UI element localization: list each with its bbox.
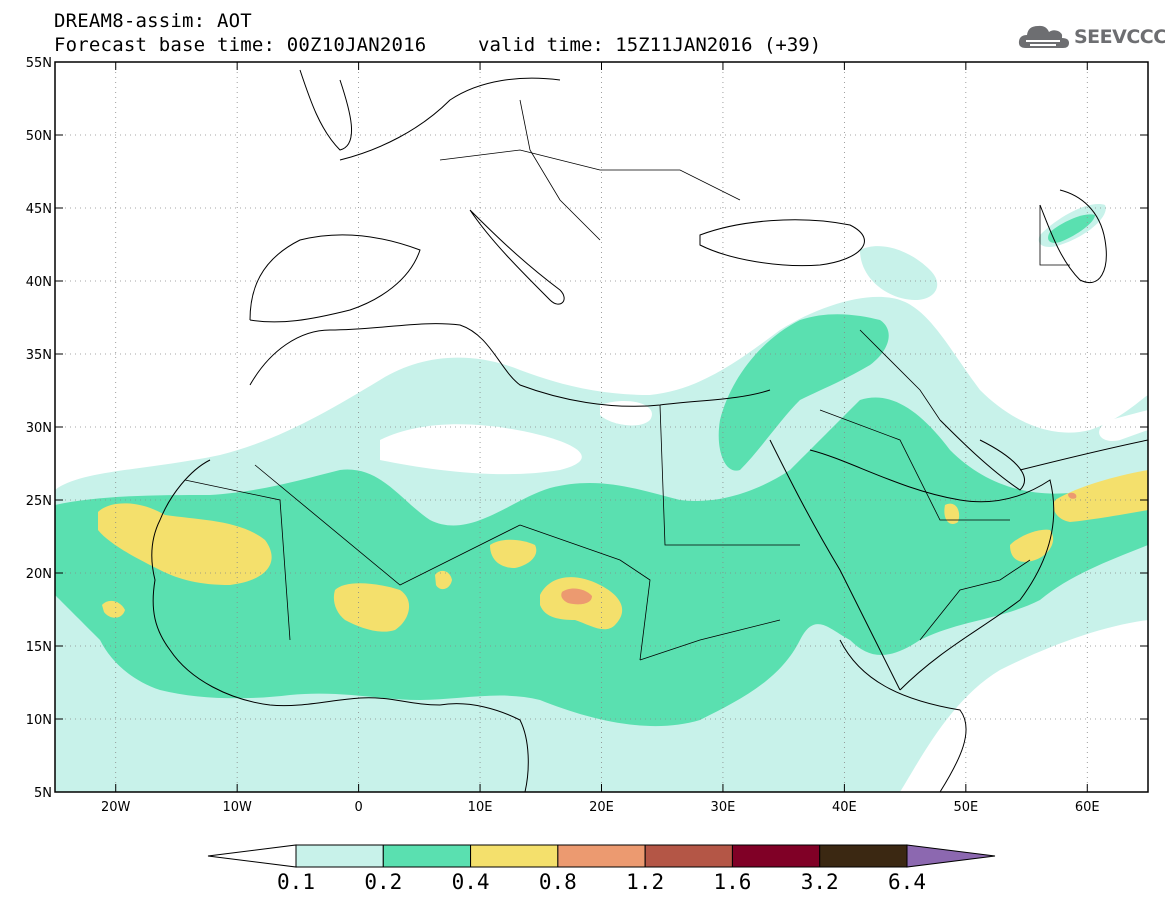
seevccc-logo: SEEVCCC — [1018, 22, 1165, 52]
colorbar-under — [207, 844, 297, 868]
aot-high-1 — [333, 583, 410, 632]
aot-band-mid-caspian — [1048, 214, 1095, 243]
aot-high-3 — [435, 570, 452, 590]
coast-caspian — [1039, 189, 1107, 283]
colorbar-over — [906, 844, 996, 868]
coast-europe — [339, 77, 561, 161]
colorbar-box — [644, 844, 733, 868]
aot-clear-1 — [380, 424, 582, 475]
coast-persian-gulf — [939, 419, 1025, 491]
border-europe-2 — [519, 99, 601, 241]
valid-time: valid time: 15Z11JAN2016 (+39) — [478, 34, 822, 56]
y-tick-label: 15N — [26, 640, 52, 655]
border-europe-1 — [439, 149, 741, 201]
colorbar-box — [295, 844, 384, 868]
y-tick-label: 50N — [26, 129, 52, 144]
x-tick-label: 30E — [711, 800, 736, 815]
y-tick-label: 5N — [34, 786, 52, 801]
coast-north-africa — [249, 323, 771, 407]
x-tick-label: 10W — [222, 800, 252, 815]
aot-clear-2 — [600, 400, 652, 426]
aot-high-oman — [1010, 529, 1054, 562]
coast-black-sea — [699, 219, 865, 267]
border-yemen — [919, 559, 1031, 641]
coast-red-sea — [769, 439, 901, 691]
colorbar-box — [731, 844, 821, 868]
borders — [184, 99, 1070, 661]
border-algeria-mali — [254, 464, 521, 586]
aot-high-4 — [102, 600, 125, 618]
coast-arabia-east — [809, 449, 1055, 691]
coast-iran — [1019, 439, 1148, 471]
aot-very-high-chad — [561, 588, 592, 605]
colorbar-level-label: 0.8 — [538, 870, 577, 894]
border-kazakhstan — [1039, 205, 1070, 266]
aot-band-low-north — [860, 246, 938, 300]
x-tick-label: 0 — [354, 800, 362, 815]
coast-italy — [469, 209, 565, 305]
border-chad-sudan — [639, 619, 781, 661]
coast-horn-africa — [839, 639, 967, 792]
colorbar-level-label: 1.6 — [713, 870, 752, 894]
colorbar-level-label: 3.2 — [800, 870, 839, 894]
logo-text: SEEVCCC — [1074, 26, 1165, 48]
coastlines — [151, 69, 1148, 792]
aot-field — [55, 204, 1148, 792]
aot-band-mid-levant — [718, 314, 889, 471]
cloud-icon — [1018, 25, 1069, 48]
coast-iberia — [249, 234, 421, 323]
colorbar-box — [382, 844, 472, 868]
y-tick-label: 25N — [26, 494, 52, 509]
y-tick-label: 10N — [26, 713, 52, 728]
border-libya-egypt — [659, 404, 800, 546]
border-saudi — [819, 409, 1010, 521]
colorbar-level-label: 6.4 — [888, 870, 926, 894]
axis-tick-labels: 20W 10W 0 10E 20E 30E 40E 50E 60E 55N 50N 45N 40N 35N… — [26, 56, 1100, 815]
colorbar-box — [819, 844, 908, 868]
colorbar-level-label: 1.2 — [626, 870, 665, 894]
y-tick-label: 35N — [26, 348, 52, 363]
colorbar — [207, 844, 996, 868]
colorbar-box — [470, 844, 559, 868]
chart-title: DREAM8-assim: AOT — [54, 10, 252, 32]
colorbar-level-label: 0.2 — [364, 870, 403, 894]
aot-high-west-africa — [98, 503, 272, 585]
aot-band-mid — [55, 397, 1148, 727]
y-tick-label: 20N — [26, 567, 52, 582]
coast-west-africa — [151, 459, 441, 707]
border-sahel — [519, 524, 651, 661]
x-tick-label: 10E — [468, 800, 493, 815]
forecast-base-time: Forecast base time: 00Z10JAN2016 — [54, 34, 427, 56]
graticule — [55, 62, 1148, 792]
aot-high-5 — [944, 503, 960, 525]
axis-ticks — [55, 61, 1148, 793]
border-mauritania — [184, 479, 291, 641]
aot-high-arabian-sea — [1053, 470, 1148, 522]
coast-britain — [299, 69, 353, 151]
y-tick-label: 30N — [26, 421, 52, 436]
y-tick-label: 55N — [26, 56, 52, 71]
x-tick-label: 50E — [953, 800, 978, 815]
y-tick-label: 45N — [26, 202, 52, 217]
colorbar-box — [557, 844, 646, 868]
y-tick-label: 40N — [26, 275, 52, 290]
x-tick-label: 20W — [101, 800, 131, 815]
colorbar-level-label: 0.1 — [277, 870, 315, 894]
aot-clear-4 — [1099, 410, 1148, 441]
x-tick-label: 40E — [832, 800, 857, 815]
x-tick-label: 20E — [589, 800, 614, 815]
border-iraq — [859, 329, 941, 421]
aot-high-2 — [490, 539, 537, 568]
colorbar-level-label: 0.4 — [451, 870, 490, 894]
x-tick-label: 60E — [1075, 800, 1100, 815]
coast-gulf-guinea — [439, 703, 529, 792]
aot-very-high-arabia — [1068, 492, 1077, 499]
